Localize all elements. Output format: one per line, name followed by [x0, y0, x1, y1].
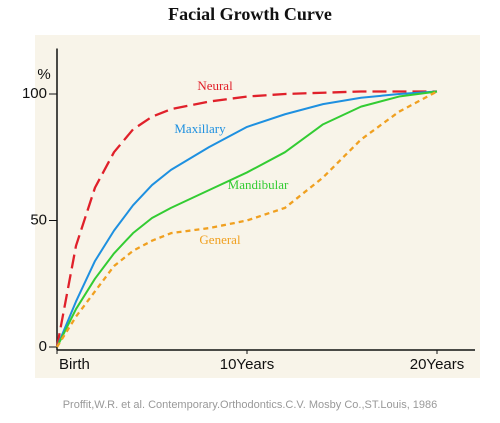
- source-note: Proffit,W.R. et al. Contemporary.Orthodo…: [63, 399, 438, 411]
- series-label: General: [199, 232, 241, 247]
- plot-background: [35, 35, 480, 378]
- series-label: Mandibular: [228, 177, 289, 192]
- chart-title: Facial Growth Curve: [168, 4, 332, 24]
- x-tick-label: 20Years: [410, 356, 465, 373]
- x-tick-label: 10Years: [220, 356, 275, 373]
- series-line: [56, 90, 438, 348]
- series-line: [56, 90, 438, 348]
- y-tick-label: 0: [39, 338, 47, 355]
- series-line: [55, 90, 437, 348]
- x-tick-label: Birth: [59, 356, 90, 373]
- y-tick-label: 100: [22, 85, 47, 102]
- series-label: Neural: [197, 78, 233, 93]
- series-line: [56, 90, 438, 348]
- series-label: Maxillary: [174, 121, 226, 136]
- y-tick-label: 50: [30, 211, 47, 228]
- y-axis-label: %: [37, 66, 50, 83]
